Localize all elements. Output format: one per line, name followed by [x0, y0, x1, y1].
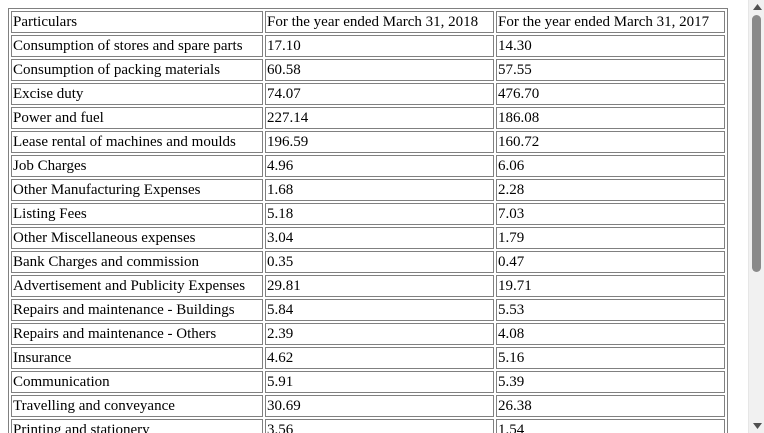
row-fy2018-value: 4.62: [265, 347, 494, 369]
header-fy2017: For the year ended March 31, 2017: [496, 11, 725, 33]
row-fy2018-value: 196.59: [265, 131, 494, 153]
row-fy2018-value: 227.14: [265, 107, 494, 129]
row-fy2018-value: 1.68: [265, 179, 494, 201]
table-row: Excise duty 74.07 476.70: [11, 83, 725, 105]
table-row: Advertisement and Publicity Expenses 29.8…: [11, 275, 725, 297]
row-fy2017-value: 26.38: [496, 395, 725, 417]
table-row: Bank Charges and commission 0.35 0.47: [11, 251, 725, 273]
table-row: Listing Fees 5.18 7.03: [11, 203, 725, 225]
scroll-down-arrow-icon[interactable]: [749, 419, 764, 433]
row-particular: Listing Fees: [11, 203, 263, 225]
table-row: Repairs and maintenance - Buildings 5.84 5…: [11, 299, 725, 321]
row-fy2017-value: 5.39: [496, 371, 725, 393]
row-particular: Communication: [11, 371, 263, 393]
row-fy2017-value: 57.55: [496, 59, 725, 81]
row-fy2017-value: 5.53: [496, 299, 725, 321]
row-fy2018-value: 60.58: [265, 59, 494, 81]
table-row: Insurance 4.62 5.16: [11, 347, 725, 369]
row-fy2017-value: 4.08: [496, 323, 725, 345]
table-header-row: Particulars For the year ended March 31,…: [11, 11, 725, 33]
table-row: Communication 5.91 5.39: [11, 371, 725, 393]
expenses-table: Particulars For the year ended March 31,…: [8, 8, 728, 433]
row-fy2017-value: 5.16: [496, 347, 725, 369]
row-particular: Repairs and maintenance - Others: [11, 323, 263, 345]
row-fy2017-value: 186.08: [496, 107, 725, 129]
row-fy2018-value: 30.69: [265, 395, 494, 417]
row-fy2017-value: 1.79: [496, 227, 725, 249]
row-fy2017-value: 476.70: [496, 83, 725, 105]
table-row: Printing and stationery 3.56 1.54: [11, 419, 725, 433]
header-fy2018: For the year ended March 31, 2018: [265, 11, 494, 33]
row-fy2018-value: 74.07: [265, 83, 494, 105]
row-particular: Consumption of stores and spare parts: [11, 35, 263, 57]
row-fy2017-value: 2.28: [496, 179, 725, 201]
table-row: Other Manufacturing Expenses 1.68 2.28: [11, 179, 725, 201]
row-fy2018-value: 4.96: [265, 155, 494, 177]
row-fy2017-value: 6.06: [496, 155, 725, 177]
page-content: Particulars For the year ended March 31,…: [8, 8, 728, 433]
row-particular: Advertisement and Publicity Expenses: [11, 275, 263, 297]
row-particular: Repairs and maintenance - Buildings: [11, 299, 263, 321]
table-row: Job Charges 4.96 6.06: [11, 155, 725, 177]
row-particular: Power and fuel: [11, 107, 263, 129]
row-particular: Lease rental of machines and moulds: [11, 131, 263, 153]
scrollbar-thumb[interactable]: [752, 15, 761, 272]
table-row: Travelling and conveyance 30.69 26.38: [11, 395, 725, 417]
row-fy2018-value: 5.84: [265, 299, 494, 321]
row-particular: Other Miscellaneous expenses: [11, 227, 263, 249]
row-fy2017-value: 19.71: [496, 275, 725, 297]
scroll-up-arrow-icon[interactable]: [749, 0, 764, 14]
vertical-scrollbar[interactable]: [748, 0, 764, 433]
header-particulars: Particulars: [11, 11, 263, 33]
table-row: Lease rental of machines and moulds 196.5…: [11, 131, 725, 153]
row-fy2017-value: 7.03: [496, 203, 725, 225]
table-row: Repairs and maintenance - Others 2.39 4.08: [11, 323, 725, 345]
row-fy2018-value: 3.04: [265, 227, 494, 249]
table-row: Consumption of packing materials 60.58 57.…: [11, 59, 725, 81]
row-particular: Bank Charges and commission: [11, 251, 263, 273]
table-row: Consumption of stores and spare parts 17.…: [11, 35, 725, 57]
row-particular: Printing and stationery: [11, 419, 263, 433]
row-particular: Insurance: [11, 347, 263, 369]
row-fy2017-value: 14.30: [496, 35, 725, 57]
row-particular: Other Manufacturing Expenses: [11, 179, 263, 201]
row-fy2017-value: 0.47: [496, 251, 725, 273]
row-fy2017-value: 1.54: [496, 419, 725, 433]
row-particular: Excise duty: [11, 83, 263, 105]
row-fy2018-value: 29.81: [265, 275, 494, 297]
row-fy2018-value: 5.91: [265, 371, 494, 393]
row-fy2018-value: 0.35: [265, 251, 494, 273]
row-fy2018-value: 5.18: [265, 203, 494, 225]
table-row: Other Miscellaneous expenses 3.04 1.79: [11, 227, 725, 249]
row-fy2018-value: 17.10: [265, 35, 494, 57]
table-row: Power and fuel 227.14 186.08: [11, 107, 725, 129]
row-fy2018-value: 3.56: [265, 419, 494, 433]
row-particular: Job Charges: [11, 155, 263, 177]
row-particular: Consumption of packing materials: [11, 59, 263, 81]
row-particular: Travelling and conveyance: [11, 395, 263, 417]
row-fy2018-value: 2.39: [265, 323, 494, 345]
row-fy2017-value: 160.72: [496, 131, 725, 153]
